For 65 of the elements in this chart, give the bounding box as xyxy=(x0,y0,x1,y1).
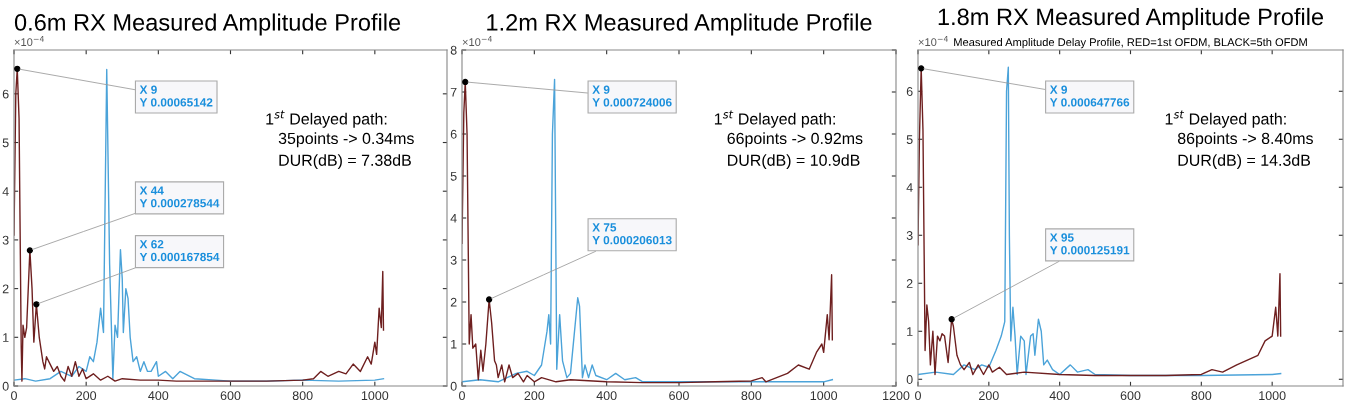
x-tick-label: 1000 xyxy=(1259,391,1286,401)
y-tick-label: 2 xyxy=(906,279,913,288)
x-tick-label: 600 xyxy=(669,391,689,401)
y-tick-label: 1 xyxy=(3,333,9,342)
chart-title: 0.6m RX Measured Amplitude Profile xyxy=(14,13,401,36)
y-tick-label: 5 xyxy=(906,135,913,144)
text: ×10$^{−4}$ xyxy=(918,36,948,47)
annotation: 1$^{st}$ Delayed path: xyxy=(266,110,387,128)
annotation: 86points -> 8.40ms xyxy=(1177,132,1313,148)
x-tick-label: 400 xyxy=(1049,391,1070,401)
x-tick-label: 0 xyxy=(11,391,17,401)
annotation: X 9 Y 0.00065142 xyxy=(139,85,213,107)
y-tick-label: 4 xyxy=(2,187,9,196)
x-tick-label: 200 xyxy=(76,391,97,401)
x-tick-label: 200 xyxy=(524,391,545,401)
chart-title: 1.2m RX Measured Amplitude Profile xyxy=(487,13,872,36)
annotation: DUR(dB) = 7.38dB xyxy=(279,154,411,170)
annotation: DUR(dB) = 14.3dB xyxy=(1178,154,1311,170)
x-tick-label: 0 xyxy=(915,391,921,401)
x-tick-label: 800 xyxy=(1191,391,1212,401)
x-tick-label: 0 xyxy=(459,391,465,401)
y-tick-label: 2 xyxy=(2,284,9,294)
y-tick-label: 0 xyxy=(2,381,9,391)
x-tick-label: 800 xyxy=(741,391,762,401)
x-tick-label: 600 xyxy=(1120,391,1141,401)
x-tick-label: 400 xyxy=(596,391,617,401)
annotation: X 9 Y 0.000724006 xyxy=(592,85,672,107)
y-tick-label: 8 xyxy=(450,45,457,55)
y-tick-label: 5 xyxy=(450,171,457,181)
x-tick-label: 1000 xyxy=(810,391,838,401)
y-tick-label: 1 xyxy=(907,327,913,336)
y-tick-label: 4 xyxy=(450,213,457,223)
y-tick-label: 4 xyxy=(906,183,913,192)
x-tick-label: 1200 xyxy=(883,391,910,401)
y-tick-label: 6 xyxy=(450,129,457,139)
x-tick-label: 1000 xyxy=(361,391,389,401)
y-tick-label: 7 xyxy=(450,87,457,97)
chart-subtitle: Measured Amplitude Delay Profile, RED=1st OFDM, BLACK=5th OFDM xyxy=(954,37,1307,49)
x-tick-label: 400 xyxy=(148,391,169,401)
chart-title: 1.8m RX Measured Amplitude Profile xyxy=(938,7,1324,30)
text: ×10$^{−4}$ xyxy=(462,36,492,47)
x-tick-label: 800 xyxy=(292,391,313,401)
y-tick-label: 0 xyxy=(450,381,457,391)
annotation: 66points -> 0.92ms xyxy=(727,132,863,148)
annotation: X 62 Y 0.000167854 xyxy=(139,240,220,262)
annotation: X 44 Y 0.000278544 xyxy=(139,186,220,208)
y-tick-label: 6 xyxy=(906,87,913,96)
y-tick-label: 0 xyxy=(906,375,913,384)
x-tick-label: 200 xyxy=(979,391,999,401)
annotation: 1$^{st}$ Delayed path: xyxy=(1165,110,1286,128)
annotation: 1$^{st}$ Delayed path: xyxy=(714,110,835,128)
y-tick-label: 6 xyxy=(2,89,9,99)
y-tick-label: 3 xyxy=(450,255,457,265)
annotation: X 9 Y 0.000647766 xyxy=(1049,85,1130,107)
annotation: X 75 Y 0.000206013 xyxy=(592,223,672,245)
y-tick-label: 3 xyxy=(906,231,913,240)
annotation: DUR(dB) = 10.9dB xyxy=(728,154,860,170)
y-tick-label: 3 xyxy=(2,235,9,245)
annotation: 35points -> 0.34ms xyxy=(278,132,414,148)
annotation: X 95 Y 0.000125191 xyxy=(1049,233,1130,255)
y-tick-label: 1 xyxy=(451,339,457,349)
x-tick-label: 600 xyxy=(220,391,241,401)
text: ×10$^{−4}$ xyxy=(14,36,44,47)
y-tick-label: 2 xyxy=(450,297,457,307)
y-tick-label: 5 xyxy=(2,138,9,148)
